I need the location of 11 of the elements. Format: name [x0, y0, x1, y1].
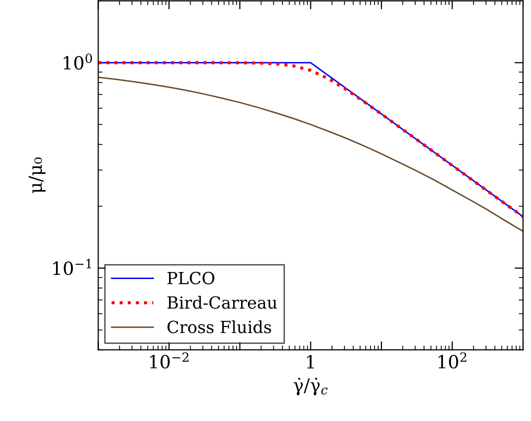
line-series — [98, 76, 524, 232]
x-axis-title: γ̇/γ̇$_{c}$ — [294, 378, 328, 396]
x-tick-label: 10$^{2}$ — [438, 352, 466, 369]
y-tick-label: 10$^{−1}$ — [53, 258, 92, 276]
y-tick-label: 10$^{0}$ — [64, 53, 92, 70]
x-tick-label: 1 — [307, 355, 314, 368]
legend-label: Bird-Carreau — [167, 296, 277, 309]
legend-label: Cross Fluids — [168, 320, 272, 334]
legend-label: PLCO — [167, 272, 214, 284]
y-axis-title: μ/μ₀ — [28, 157, 46, 194]
x-tick-label: 10$^{−2}$ — [150, 352, 188, 369]
